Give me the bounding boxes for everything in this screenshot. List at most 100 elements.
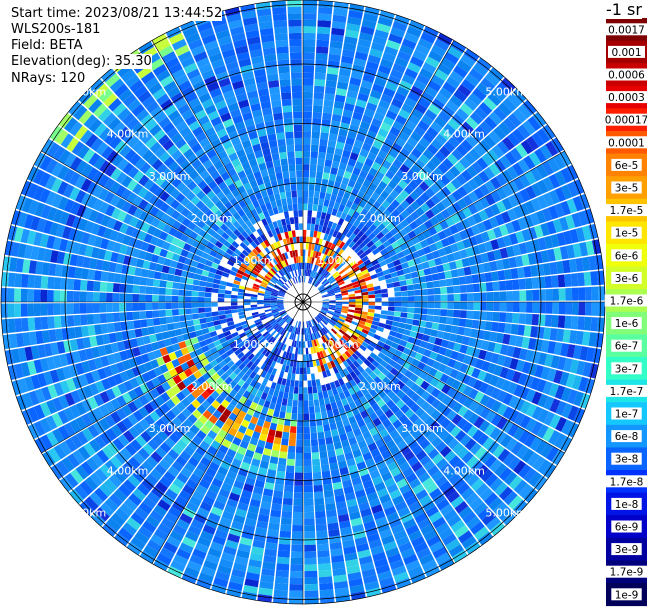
range-gate-cell xyxy=(321,225,327,234)
range-gate-cell xyxy=(343,42,357,52)
range-gate-cell xyxy=(208,461,220,472)
range-gate-cell xyxy=(578,287,586,301)
range-gate-cell xyxy=(201,270,210,277)
range-gate-cell xyxy=(407,439,419,451)
range-gate-cell xyxy=(235,508,247,518)
range-gate-cell xyxy=(244,398,253,408)
range-gate-cell xyxy=(394,223,404,233)
range-gate-cell xyxy=(125,302,133,312)
range-gate-cell xyxy=(320,310,327,314)
range-gate-cell xyxy=(320,261,326,268)
range-gate-cell xyxy=(76,431,89,446)
range-gate-cell xyxy=(359,395,368,405)
range-gate-cell xyxy=(172,282,180,289)
range-gate-cell xyxy=(428,420,440,432)
range-gate-cell xyxy=(241,381,250,391)
range-gate-cell xyxy=(242,338,250,345)
range-gate-cell xyxy=(27,183,39,199)
range-gate-cell xyxy=(11,242,21,257)
range-gate-cell xyxy=(450,269,459,278)
range-gate-cell xyxy=(433,223,444,233)
range-gate-cell xyxy=(172,220,182,230)
range-gate-cell xyxy=(313,309,319,315)
range-gate-cell xyxy=(165,234,174,244)
range-gate-cell xyxy=(28,390,40,406)
range-gate-cell xyxy=(549,261,558,275)
range-gate-cell xyxy=(187,272,196,279)
range-gate-cell xyxy=(313,366,319,374)
range-gate-cell xyxy=(221,326,230,333)
range-gate-cell xyxy=(45,415,58,431)
range-gate-cell xyxy=(39,172,51,188)
range-gate-cell xyxy=(490,239,500,251)
range-gate-cell xyxy=(272,322,279,329)
range-gate-cell xyxy=(284,306,292,311)
range-gate-cell xyxy=(321,464,330,472)
range-gate-cell xyxy=(215,494,228,505)
range-gate-cell xyxy=(490,387,501,400)
range-gate-cell xyxy=(320,268,326,276)
range-gate-cell xyxy=(351,145,362,155)
range-gate-cell xyxy=(342,235,349,244)
range-gate-cell xyxy=(518,348,528,361)
range-gate-cell xyxy=(441,406,452,417)
range-gate-cell xyxy=(4,349,15,365)
range-gate-cell xyxy=(243,299,251,302)
range-gate-cell xyxy=(69,186,81,201)
range-gate-cell xyxy=(229,442,239,452)
range-gate-cell xyxy=(208,512,221,523)
range-gate-cell xyxy=(421,334,430,342)
range-gate-cell xyxy=(522,120,536,135)
range-gate-cell xyxy=(377,244,386,252)
range-gate-cell xyxy=(384,46,399,57)
range-gate-cell xyxy=(242,259,250,267)
range-gate-cell xyxy=(319,582,334,591)
range-gate-cell xyxy=(425,236,435,246)
range-gate-cell xyxy=(399,80,413,91)
range-gate-cell xyxy=(246,253,254,261)
range-gate-cell xyxy=(440,186,452,198)
range-gate-cell xyxy=(220,223,229,232)
range-gate-cell xyxy=(339,233,346,242)
range-gate-cell xyxy=(279,384,286,392)
range-gate-cell xyxy=(523,433,537,448)
range-gate-cell xyxy=(332,326,339,333)
range-gate-cell xyxy=(217,302,225,307)
range-gate-cell xyxy=(324,240,330,248)
range-gate-cell xyxy=(311,333,316,340)
range-gate-cell xyxy=(404,369,414,379)
range-gate-cell xyxy=(137,483,151,496)
range-gate-cell xyxy=(365,61,379,71)
range-gate-cell xyxy=(276,348,282,356)
range-gate-cell xyxy=(303,400,309,408)
range-gate-cell xyxy=(374,186,384,196)
range-gate-cell xyxy=(390,254,399,262)
range-gate-cell xyxy=(173,275,181,283)
range-gate-cell xyxy=(303,374,308,381)
range-gate-cell xyxy=(377,340,385,348)
range-gate-cell xyxy=(229,389,238,398)
range-gate-cell xyxy=(231,312,239,318)
range-gate-cell xyxy=(337,426,346,435)
range-gate-cell xyxy=(264,548,277,557)
range-gate-cell xyxy=(346,258,354,265)
range-gate-cell xyxy=(425,394,436,405)
range-gate-cell xyxy=(409,265,417,273)
range-gate-cell xyxy=(518,464,532,479)
range-gate-cell xyxy=(352,283,360,289)
range-gate-cell xyxy=(506,208,518,221)
range-gate-cell xyxy=(497,270,506,281)
range-gate-cell xyxy=(281,313,288,319)
range-gate-cell xyxy=(391,385,401,395)
range-gate-cell xyxy=(155,384,166,395)
range-gate-cell xyxy=(263,265,271,272)
range-gate-cell xyxy=(247,343,255,351)
range-gate-cell xyxy=(364,276,372,282)
range-gate-cell xyxy=(304,314,307,322)
range-gate-cell xyxy=(329,243,336,251)
range-gate-cell xyxy=(328,295,336,298)
range-gate-cell xyxy=(299,321,301,329)
range-gate-cell xyxy=(225,539,239,550)
range-gate-cell xyxy=(392,259,401,267)
range-gate-cell xyxy=(531,421,543,436)
